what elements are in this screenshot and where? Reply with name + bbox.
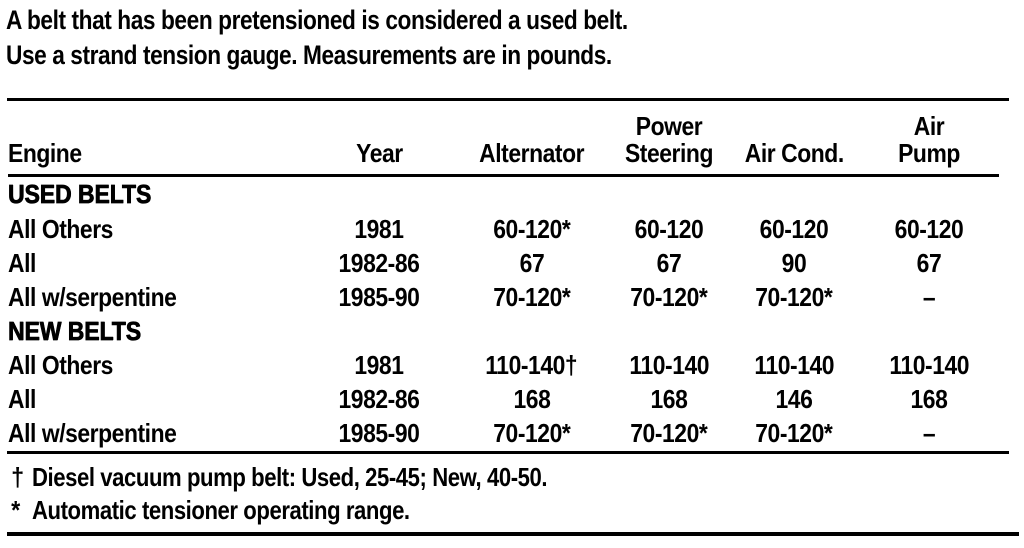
engine-cell: All w/serpentine — [8, 418, 177, 448]
year-cell: 1985-90 — [338, 418, 420, 448]
table-body: USED BELTS All Others 1981 60-120* 60-12… — [8, 175, 999, 450]
column-header-engine: Engine — [8, 137, 82, 168]
column-header-alternator: Alternator — [479, 137, 584, 168]
air-cond-cell: 60-120 — [759, 214, 829, 244]
table-row: All w/serpentine 1985-90 70-120* 70-120*… — [8, 416, 999, 450]
footnote-dagger-text: Diesel vacuum pump belt: Used, 25-45; Ne… — [32, 462, 548, 492]
section-header-used-belts: USED BELTS — [8, 175, 999, 212]
header-row: Engine Year Alternator Power Steering Ai… — [8, 101, 999, 175]
air-cond-cell: 146 — [775, 384, 813, 414]
air-cond-cell: 90 — [781, 248, 807, 278]
belt-tension-table: Engine Year Alternator Power Steering Ai… — [8, 101, 999, 450]
intro-line-1-text: A belt that has been pretensioned is con… — [6, 5, 628, 35]
section-title: USED BELTS — [8, 179, 152, 210]
air-cond-cell: 110-140 — [754, 350, 834, 380]
air-cond-cell: 70-120* — [755, 418, 833, 448]
engine-cell: All — [8, 248, 36, 278]
air-pump-cell: – — [922, 282, 936, 312]
table-row: All Others 1981 60-120* 60-120 60-120 60… — [8, 212, 999, 246]
table-row: All w/serpentine 1985-90 70-120* 70-120*… — [8, 280, 999, 314]
intro-line-1: A belt that has been pretensioned is con… — [6, 3, 1018, 38]
table-row: All 1982-86 168 168 146 168 — [8, 382, 999, 416]
intro-line-2: Use a strand tension gauge. Measurements… — [6, 38, 1018, 73]
intro-line-2-text: Use a strand tension gauge. Measurements… — [6, 40, 612, 70]
year-cell: 1981 — [354, 214, 404, 244]
alternator-cell: 110-140† — [485, 350, 578, 380]
column-header-air-cond: Air Cond. — [744, 137, 844, 168]
table-top-rule — [7, 98, 1009, 101]
air-pump-cell: – — [922, 418, 936, 448]
column-header-air-pump: Air Pump — [898, 110, 960, 168]
year-cell: 1982-86 — [338, 248, 420, 278]
power-steering-cell: 70-120* — [630, 418, 708, 448]
engine-cell: All Others — [8, 214, 113, 244]
alternator-cell: 70-120* — [492, 282, 571, 312]
engine-cell: All w/serpentine — [8, 282, 177, 312]
footnote-asterisk: * Automatic tensioner operating range. — [10, 494, 1018, 527]
table-bottom-rule — [7, 532, 1019, 536]
table-header: Engine Year Alternator Power Steering Ai… — [8, 101, 999, 175]
column-header-year: Year — [355, 137, 403, 168]
asterisk-marker: * — [11, 495, 21, 525]
column-header-power-steering: Power Steering — [624, 110, 714, 168]
air-pump-cell: 60-120 — [894, 214, 964, 244]
engine-cell: All — [8, 384, 36, 414]
alternator-cell: 168 — [513, 384, 550, 414]
year-cell: 1985-90 — [338, 282, 420, 312]
table-row: All 1982-86 67 67 90 67 — [8, 246, 999, 280]
document-page: A belt that has been pretensioned is con… — [6, 3, 1019, 536]
power-steering-cell: 67 — [656, 248, 682, 278]
air-pump-cell: 67 — [916, 248, 942, 278]
footnotes: † Diesel vacuum pump belt: Used, 25-45; N… — [10, 461, 1018, 527]
power-steering-cell: 110-140 — [629, 350, 709, 380]
year-cell: 1981 — [354, 350, 404, 380]
alternator-cell: 67 — [519, 248, 544, 278]
section-header-new-belts: NEW BELTS — [8, 314, 999, 348]
table-row: All Others 1981 110-140† 110-140 110-140… — [8, 348, 999, 382]
footnote-dagger: † Diesel vacuum pump belt: Used, 25-45; N… — [10, 461, 1018, 494]
footnote-separator-rule — [7, 451, 1009, 454]
alternator-cell: 70-120* — [492, 418, 571, 448]
air-cond-cell: 70-120* — [755, 282, 833, 312]
power-steering-cell: 70-120* — [630, 282, 708, 312]
section-title: NEW BELTS — [8, 316, 142, 346]
power-steering-cell: 60-120 — [634, 214, 704, 244]
year-cell: 1982-86 — [338, 384, 420, 414]
engine-cell: All Others — [8, 350, 113, 380]
air-pump-cell: 168 — [910, 384, 948, 414]
alternator-cell: 60-120* — [492, 214, 571, 244]
dagger-marker: † — [11, 462, 25, 492]
air-pump-cell: 110-140 — [889, 350, 969, 380]
footnote-asterisk-text: Automatic tensioner operating range. — [32, 495, 410, 525]
power-steering-cell: 168 — [650, 384, 688, 414]
